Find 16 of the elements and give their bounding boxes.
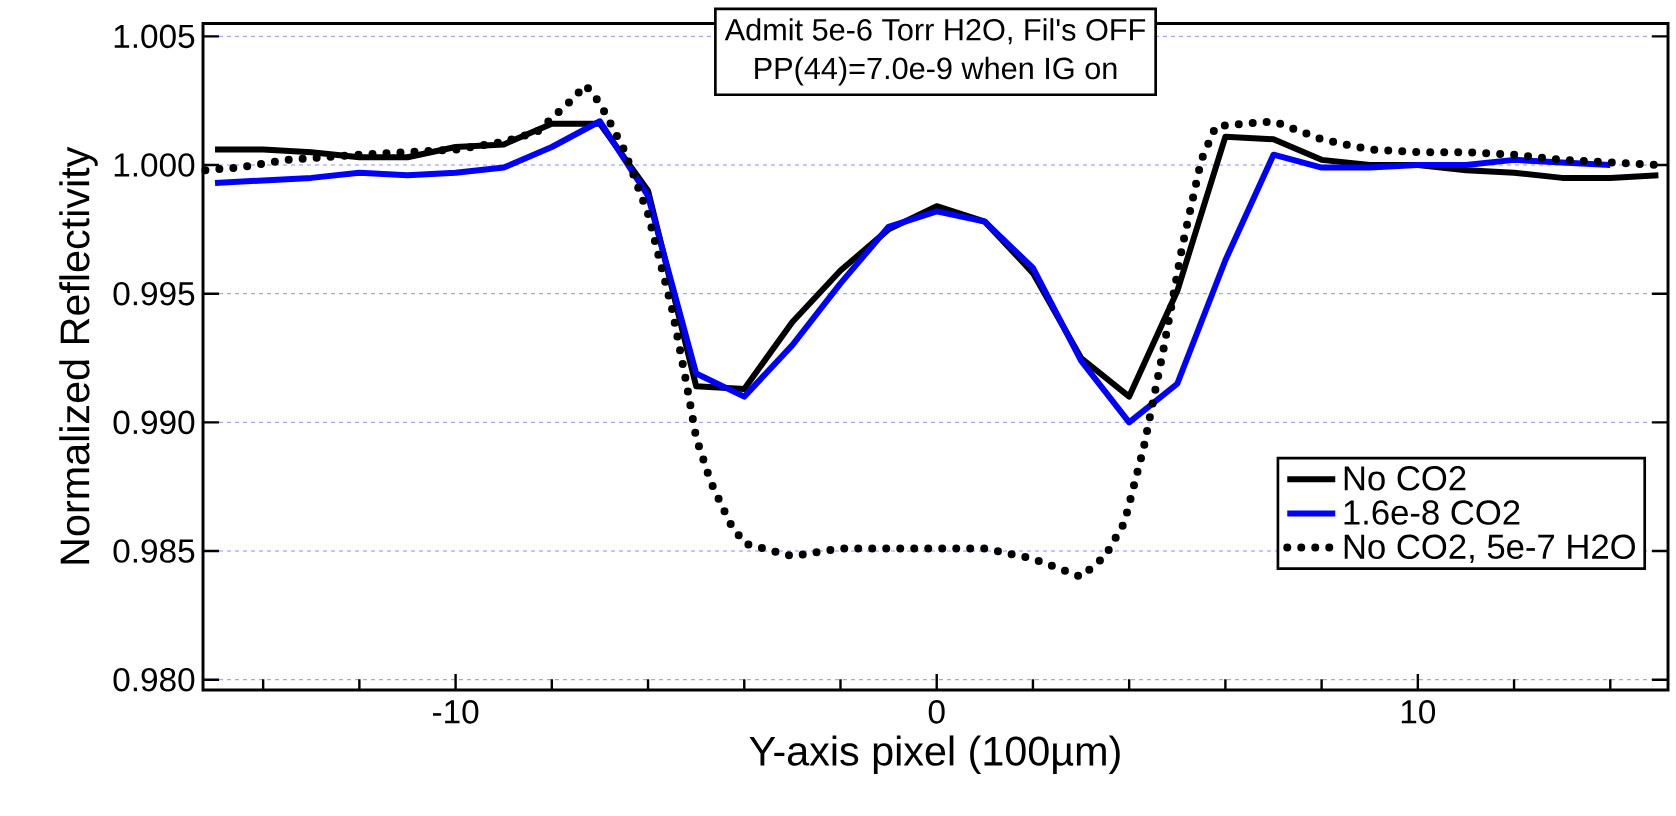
y-tick-label: 0.980	[113, 667, 195, 692]
annotation: PP(44)=7.0e-9 when IG on	[755, 56, 1117, 86]
y-tick-label: 0.990	[113, 410, 195, 435]
x-axis-title: Y-axis pixel (100µm)	[749, 735, 1120, 774]
legend-label: 1.6e-8 CO2	[1344, 500, 1520, 525]
y-tick-label: 1.000	[114, 153, 195, 177]
legend-label: No CO2, 5e-7 H2O	[1344, 534, 1635, 564]
x-tick-label: 0	[928, 700, 945, 724]
annotation: Admit 5e-6 Torr H2O, Fil's OFF	[724, 18, 1146, 45]
y-tick-label: 0.985	[113, 539, 195, 563]
y-axis-title: Normalized Reflectivity	[59, 146, 98, 564]
x-tick-label: 10	[1401, 700, 1436, 724]
legend-label: No CO2	[1344, 466, 1466, 491]
x-tick-label: -10	[432, 700, 479, 724]
y-tick-label: 0.995	[113, 281, 195, 306]
y-tick-label: 1.005	[114, 24, 195, 49]
